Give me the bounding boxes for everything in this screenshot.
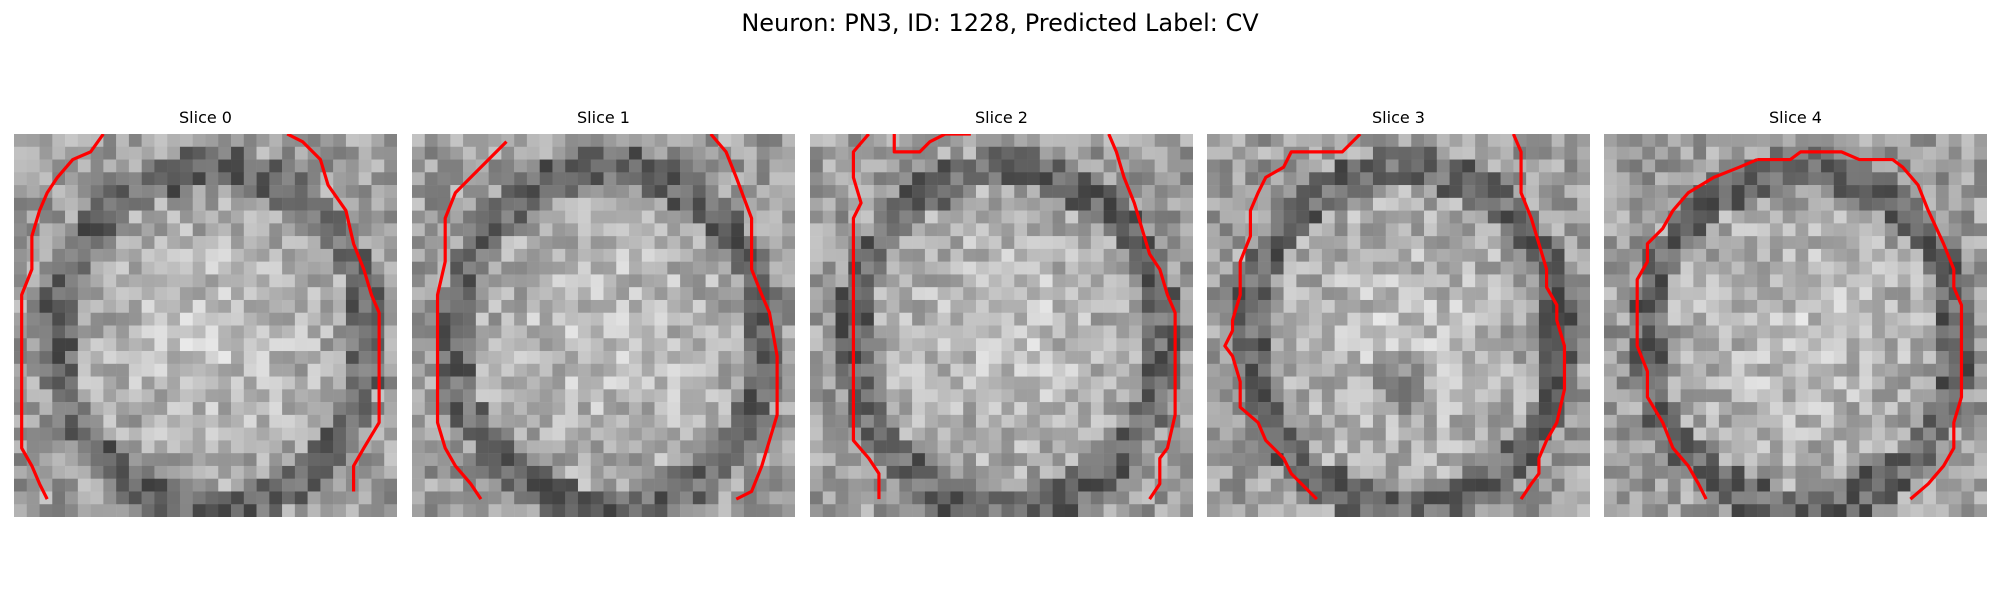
slice-image xyxy=(14,134,397,517)
red-contour-line xyxy=(20,134,105,500)
slice-image xyxy=(810,134,1193,517)
slice-pixels xyxy=(1604,134,1987,517)
red-contour-line xyxy=(709,134,779,501)
slice-pixels xyxy=(14,134,397,517)
red-contour-line xyxy=(1635,158,1758,500)
red-contour-line xyxy=(892,134,971,154)
red-contour-line xyxy=(1107,134,1177,501)
red-contour-line xyxy=(435,140,508,501)
slice-image xyxy=(1207,134,1590,517)
slice-pixels xyxy=(412,134,795,517)
slice-image xyxy=(1604,134,1987,517)
slice-image xyxy=(412,134,795,517)
figure-title: Neuron: PN3, ID: 1228, Predicted Label: … xyxy=(741,9,1259,37)
slice-title: Slice 2 xyxy=(975,108,1028,127)
red-contour-line xyxy=(1223,134,1362,501)
slice-title: Slice 0 xyxy=(179,108,232,127)
slice-title: Slice 4 xyxy=(1769,108,1822,127)
red-contour-line xyxy=(1757,150,1964,501)
slice-title: Slice 3 xyxy=(1372,108,1425,127)
slice-title: Slice 1 xyxy=(577,108,630,127)
slice-pixels xyxy=(810,134,1193,517)
red-contour-line xyxy=(286,134,381,492)
red-contour-line xyxy=(851,134,881,500)
red-contour-line xyxy=(1511,134,1567,501)
slice-pixels xyxy=(1207,134,1590,517)
